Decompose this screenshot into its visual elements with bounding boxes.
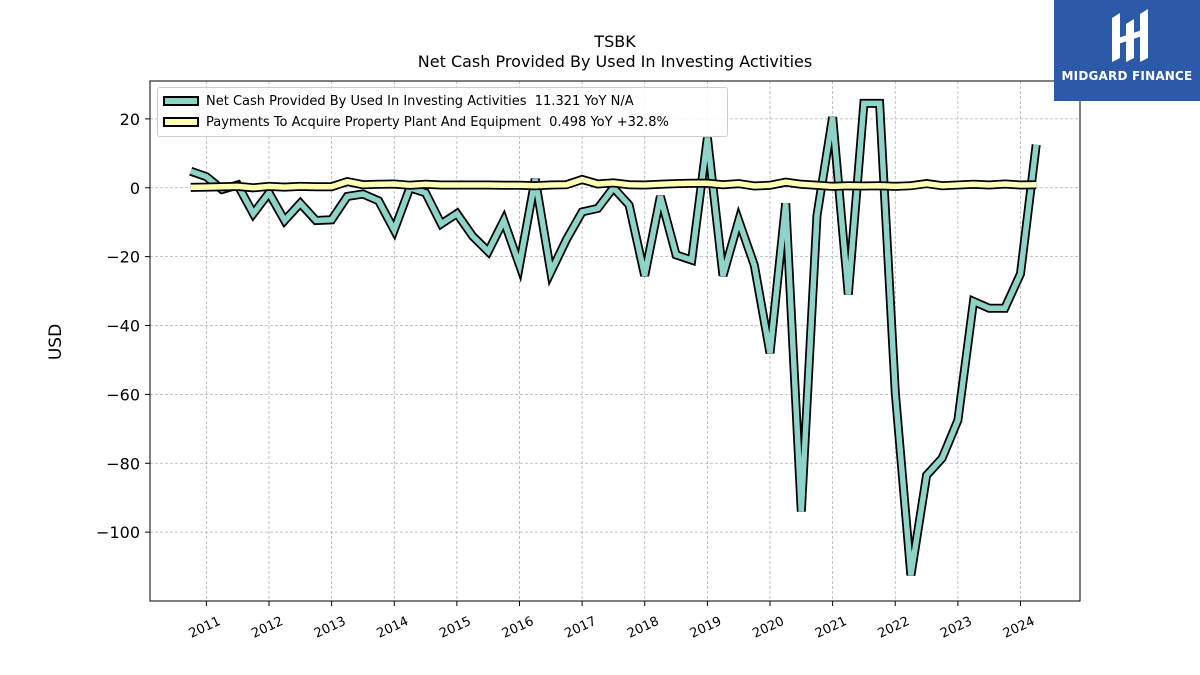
legend-item-net-cash: Net Cash Provided By Used In Investing A… (158, 91, 634, 111)
y-tick-label: 0 (130, 179, 140, 198)
brand-mark-icon (1112, 9, 1148, 62)
brand-name: MIDGARD FINANCE (1061, 69, 1193, 83)
x-tick-label: 2014 (375, 614, 411, 642)
x-tick-label: 2016 (500, 614, 536, 642)
x-tick-label: 2015 (437, 614, 473, 642)
x-tick-label: 2011 (187, 614, 223, 642)
brand-logo: MIDGARD FINANCE (1054, 0, 1200, 101)
legend-label-net-cash: Net Cash Provided By Used In Investing A… (206, 93, 634, 109)
series-line-ppe (190, 176, 1037, 191)
x-tick-label: 2023 (938, 614, 974, 642)
x-tick-label: 2018 (625, 614, 661, 642)
x-tick-label: 2019 (688, 614, 724, 642)
series-line-net-cash (189, 100, 1039, 576)
grid-lines (150, 81, 1080, 601)
y-tick-label: −40 (106, 317, 140, 336)
chart-legend: Net Cash Provided By Used In Investing A… (157, 87, 728, 137)
legend-swatch-ppe (163, 117, 199, 127)
x-tick-label: 2017 (562, 614, 598, 642)
x-tick-label: 2021 (813, 614, 849, 642)
y-axis-label: USD (46, 323, 66, 361)
y-tick-label: 20 (120, 110, 140, 129)
plot-frame (149, 80, 1081, 602)
y-tick-label: −80 (106, 454, 140, 473)
y-tick-label: −20 (106, 248, 140, 267)
chart-title: TSBK (594, 32, 636, 51)
legend-item-ppe: Payments To Acquire Property Plant And E… (158, 112, 669, 132)
chart-subtitle: Net Cash Provided By Used In Investing A… (417, 52, 813, 71)
legend-label-ppe: Payments To Acquire Property Plant And E… (206, 114, 669, 130)
x-tick-label: 2012 (249, 614, 285, 642)
x-tick-label: 2020 (750, 614, 786, 642)
x-tick-label: 2013 (312, 614, 348, 642)
x-tick-label: 2024 (1001, 614, 1037, 642)
series-lines (189, 98, 1041, 576)
y-tick-label: −60 (106, 385, 140, 404)
y-tick-label: −100 (96, 523, 140, 542)
series-line-outline-net-cash (189, 98, 1041, 576)
x-tick-label: 2022 (876, 614, 912, 642)
legend-swatch-net-cash (163, 96, 199, 106)
